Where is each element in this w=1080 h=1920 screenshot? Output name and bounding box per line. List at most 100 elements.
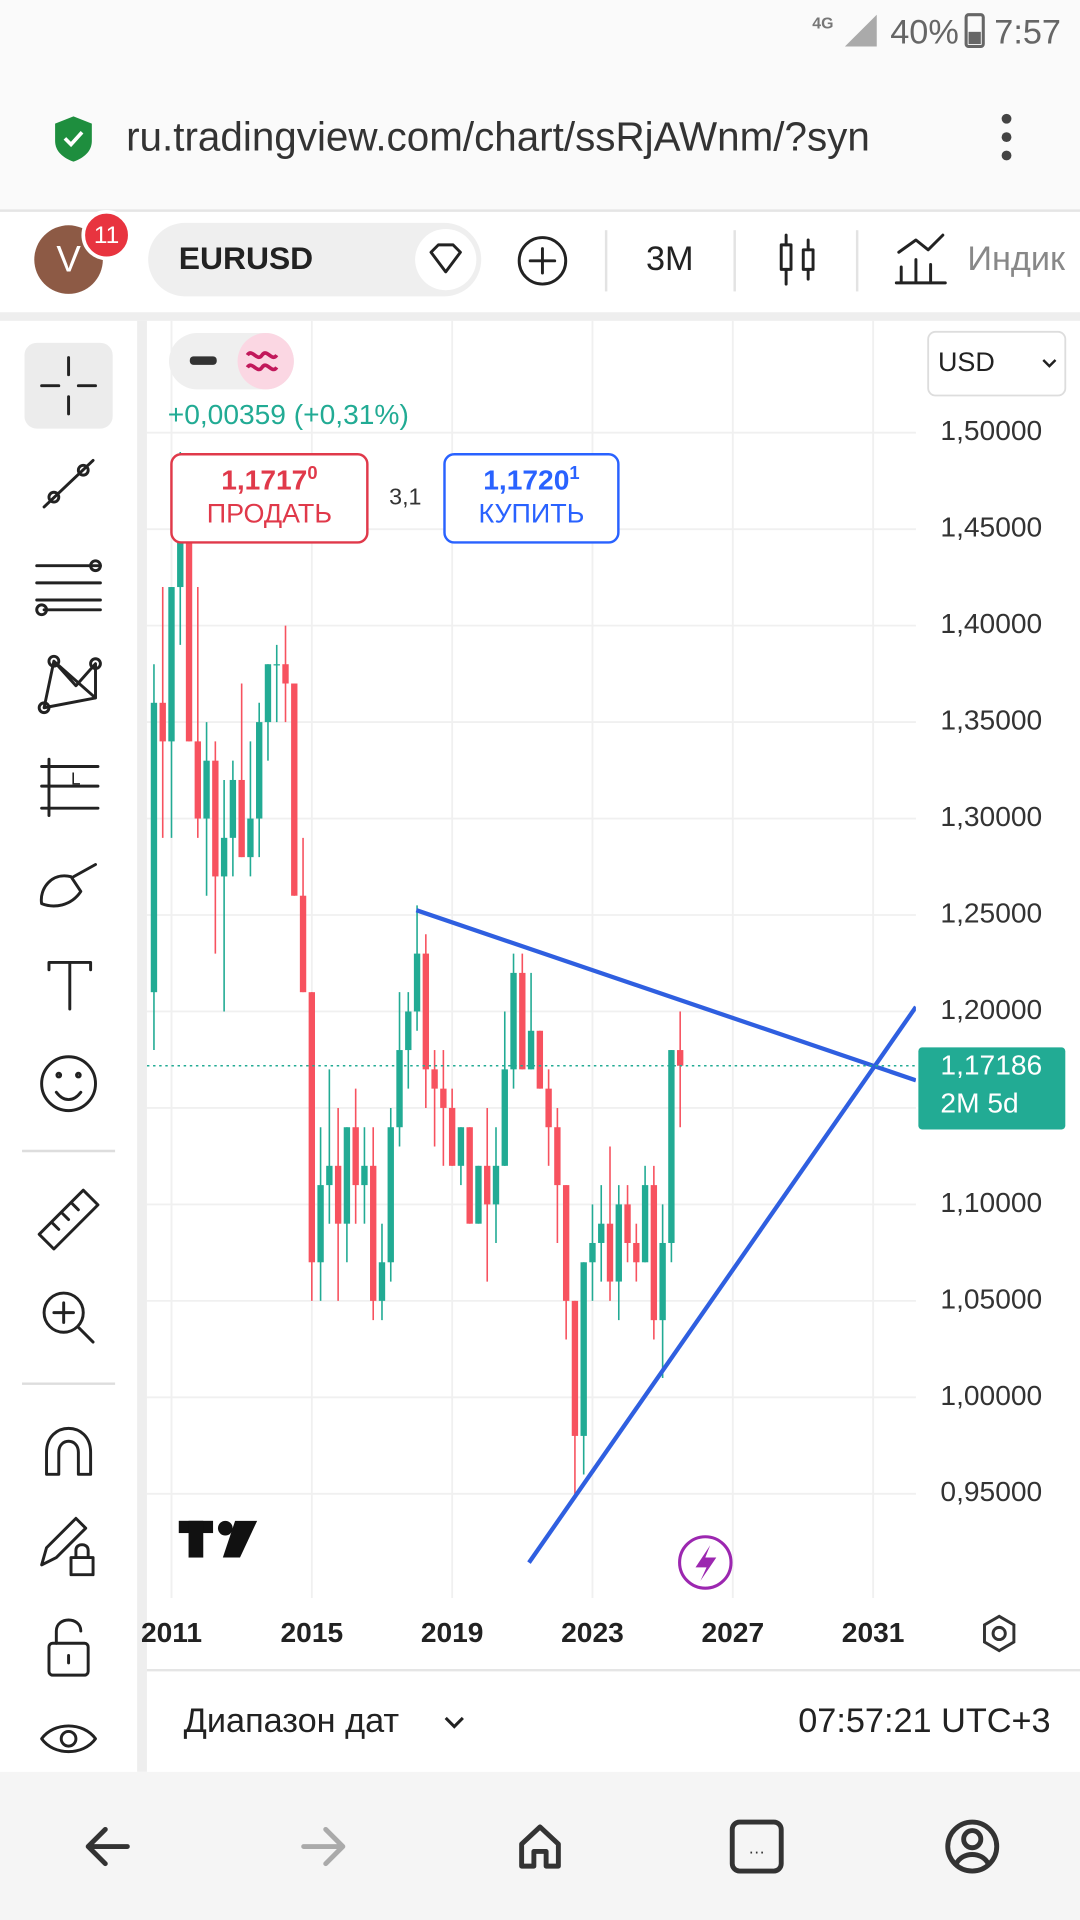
candle-body [299,895,307,993]
candle-body [554,1127,561,1186]
panel-divider [137,320,147,1772]
avatar-letter: V [56,239,81,280]
forecast-tool[interactable]: L [40,757,100,817]
interval[interactable]: 3M [646,240,694,278]
forward-button[interactable] [301,1826,346,1867]
y-tick-label: 0,95000 [940,1476,1042,1507]
trendline-tool[interactable] [42,458,95,509]
candle-body [387,1127,394,1263]
candle-body [229,779,237,838]
svg-text:L: L [71,769,81,789]
sell-button[interactable] [170,453,369,544]
badge [81,210,132,261]
pattern-tool[interactable] [37,654,102,715]
candle-body [562,1185,570,1301]
buy-button[interactable] [443,453,620,544]
symbol-search[interactable] [148,222,482,297]
wave-icon [245,351,279,372]
settings-button[interactable] [983,1614,1016,1653]
tabs-button[interactable] [729,1819,784,1874]
candle-body [571,1300,579,1436]
y-tick-label: 1,35000 [940,705,1042,736]
chart-type-button[interactable] [779,233,815,286]
currency-select[interactable] [927,330,1067,397]
magnet-tool[interactable] [45,1427,93,1476]
back-button[interactable] [85,1826,130,1867]
candle-body [256,722,263,819]
candle-body [431,1069,438,1089]
url[interactable]: ru.tradingview.com/chart/ssRjAWnm/?syn [126,113,870,159]
y-tick-label: 1,40000 [940,608,1042,639]
candle-body [291,683,298,896]
zoom-tool[interactable] [42,1291,95,1344]
hide-tool[interactable] [40,1724,97,1753]
candle-body [633,1242,640,1263]
lock-drawings-tool[interactable] [40,1516,95,1577]
brush-tool[interactable] [39,863,97,908]
candle-body [510,972,517,1070]
candle-body [466,1127,473,1224]
candle-body [185,529,193,742]
candle-body [370,1165,377,1301]
indicators-icon[interactable] [894,233,947,285]
menu-button[interactable] [1001,113,1012,161]
candle-body [676,1050,684,1066]
candle-body [273,664,280,666]
legend-toggle-active[interactable] [237,333,294,390]
secure-icon[interactable] [55,116,92,162]
candle-body [282,664,289,684]
candle-body [624,1204,631,1243]
candle-body [159,702,166,742]
candle-body [361,1165,368,1186]
tv-logo [178,1520,258,1558]
candle-body [396,1050,403,1128]
candle-body [606,1223,614,1282]
price-countdown: 2M 5d [940,1087,1018,1118]
sell-price-pip: 0 [307,462,317,483]
lock-tool[interactable] [47,1618,90,1677]
y-tick-label: 1,00000 [940,1380,1042,1411]
settings-icon [991,1625,1007,1642]
home-button[interactable] [519,1824,561,1869]
buy-price-main: 1,1720 [483,465,569,496]
badge-count: 11 [94,222,119,249]
alert-button[interactable] [415,228,477,291]
x-tick-label: 2023 [561,1617,624,1648]
ruler-tool[interactable] [37,1188,100,1251]
price-tag-label: 1,17186 [940,1049,1042,1080]
battery-icon [964,13,985,49]
x-tick-label: 2019 [421,1617,484,1648]
candle-body [405,1011,412,1051]
candle-body [527,1030,535,1070]
account-button[interactable] [945,1819,1000,1874]
clock: 7:57 [994,13,1061,51]
candle-body [212,760,219,877]
add-button[interactable] [517,236,568,286]
candle-body [168,587,175,742]
candle-body [615,1204,622,1282]
candle-body [247,818,254,858]
emoji-tool[interactable] [40,1055,97,1113]
plot [146,452,916,1564]
candle-body [650,1185,658,1321]
x-tick-label: 2015 [281,1617,344,1648]
browser-chrome [0,0,1080,211]
navigation-bar [0,1771,1080,1920]
y-tick-label: 1,50000 [940,415,1042,446]
text-tool[interactable] [47,960,93,1011]
url-fade [945,97,975,184]
sell-label: ПРОДАТЬ [207,499,332,529]
indicators[interactable]: Индик [967,240,1066,278]
candle-body [203,760,210,819]
fib-tool[interactable] [35,559,102,617]
tool-selected[interactable] [24,342,113,429]
date-range[interactable]: Диапазон дат [184,1702,400,1740]
candle-body [326,1165,333,1186]
candle-body [536,1030,544,1089]
candle-body [378,1262,386,1301]
crosshair-tool[interactable] [40,356,97,416]
candle-body [457,1127,465,1166]
candle-body [150,702,158,993]
price-change: +0,00359 (+0,31%) [168,399,409,430]
